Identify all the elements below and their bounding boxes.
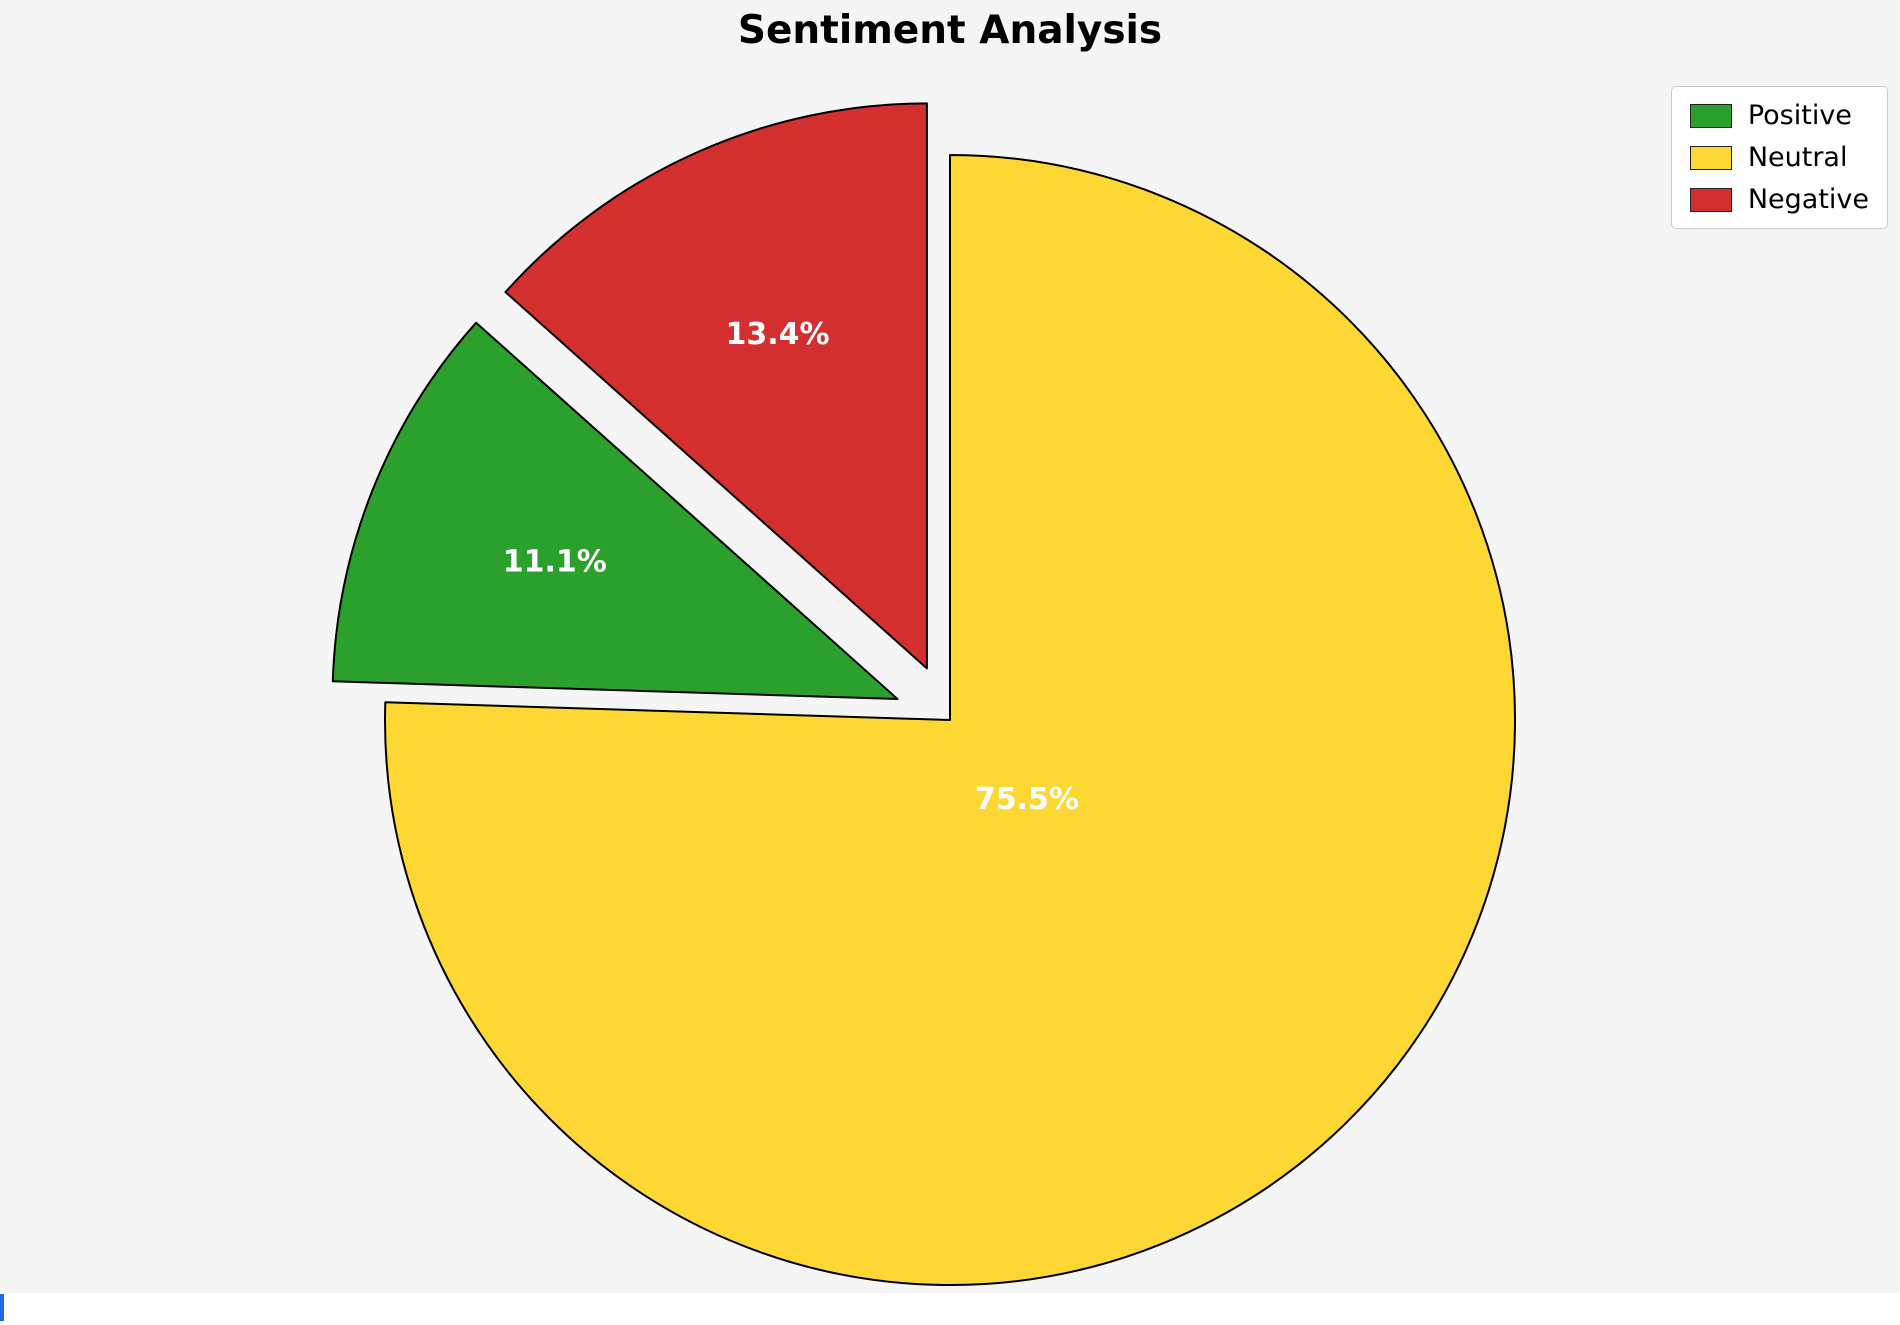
- bottom-left-blue-artifact: [0, 1294, 4, 1321]
- legend-swatch-positive-icon: [1689, 103, 1732, 128]
- bottom-white-strip: [0, 1293, 1900, 1325]
- pct-label-positive: 11.1%: [503, 545, 607, 580]
- legend-row-positive: Positive: [1689, 100, 1869, 131]
- legend-label-positive: Positive: [1747, 100, 1852, 131]
- pct-label-neutral: 75.5%: [975, 782, 1079, 817]
- pie-slice-neutral: [384, 154, 1517, 1286]
- legend: Positive Neutral Negative: [1670, 86, 1888, 229]
- legend-label-negative: Negative: [1747, 184, 1869, 215]
- legend-swatch-negative-icon: [1689, 187, 1732, 212]
- pct-label-negative: 13.4%: [725, 317, 829, 352]
- legend-swatch-neutral-icon: [1689, 145, 1732, 170]
- legend-label-neutral: Neutral: [1747, 142, 1848, 173]
- pie-slice-positive: [331, 321, 899, 700]
- pie-slice-negative: [504, 102, 928, 670]
- chart-title: Sentiment Analysis: [737, 8, 1163, 53]
- legend-row-neutral: Neutral: [1689, 142, 1869, 173]
- legend-row-negative: Negative: [1689, 184, 1869, 215]
